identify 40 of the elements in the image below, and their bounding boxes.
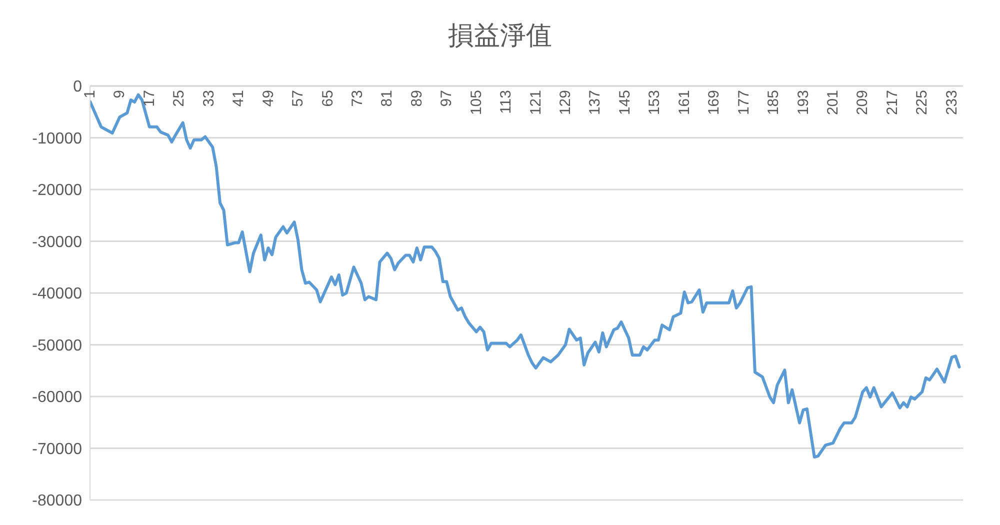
x-tick-label: 57 xyxy=(290,90,307,107)
x-tick-label: 145 xyxy=(616,90,634,116)
y-tick-label: -10000 xyxy=(32,130,82,148)
x-tick-label: 97 xyxy=(438,90,456,107)
y-tick-label: -20000 xyxy=(32,182,82,200)
y-tick-label: -50000 xyxy=(32,337,82,354)
x-tick-label: 225 xyxy=(914,90,931,116)
x-tick-label: 9 xyxy=(111,90,128,98)
y-tick-label: -30000 xyxy=(32,234,82,251)
x-tick-label: 121 xyxy=(527,90,544,116)
x-tick-label: 49 xyxy=(260,90,277,107)
x-tick-label: 153 xyxy=(646,90,664,116)
y-tick-label: -70000 xyxy=(32,440,82,458)
x-tick-label: 201 xyxy=(824,90,842,116)
x-tick-label: 65 xyxy=(319,90,336,107)
x-tick-label: 25 xyxy=(170,90,188,107)
x-tick-label: 137 xyxy=(586,90,604,116)
x-tick-label: 169 xyxy=(706,90,723,116)
x-tick-label: 193 xyxy=(794,90,812,116)
y-tick-label: -60000 xyxy=(32,389,82,406)
x-tick-label: 233 xyxy=(943,90,960,116)
x-tick-label: 89 xyxy=(408,90,426,107)
x-tick-label: 209 xyxy=(854,90,872,116)
y-tick-label: -80000 xyxy=(32,492,82,510)
x-tick-label: 177 xyxy=(735,90,752,116)
y-tick-label: -40000 xyxy=(32,286,82,303)
x-tick-label: 113 xyxy=(498,90,515,114)
y-tick-label: 0 xyxy=(73,78,82,96)
x-tick-label: 33 xyxy=(200,90,218,107)
x-tick-label: 161 xyxy=(676,90,693,116)
x-tick-label: 17 xyxy=(140,90,158,107)
x-tick-label: 217 xyxy=(884,90,901,116)
x-tick-label: 41 xyxy=(230,90,248,107)
x-tick-label: 73 xyxy=(348,90,366,107)
chart-title: 損益淨值 xyxy=(447,19,553,52)
x-tick-label: 81 xyxy=(378,90,396,107)
x-tick-label: 185 xyxy=(765,90,782,116)
x-tick-label: 129 xyxy=(557,90,574,116)
x-tick-label: 105 xyxy=(468,90,485,116)
x-tick-label: 1 xyxy=(82,90,98,98)
